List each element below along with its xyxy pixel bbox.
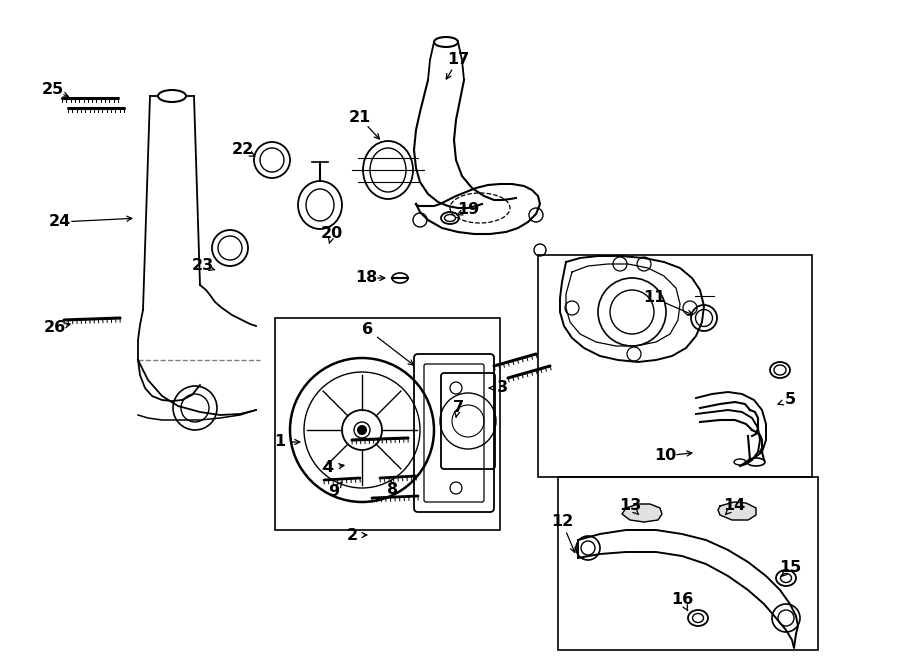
Text: 18: 18 — [355, 270, 377, 286]
Text: 7: 7 — [453, 401, 464, 416]
Polygon shape — [718, 502, 756, 520]
Text: 10: 10 — [654, 449, 676, 463]
Text: 26: 26 — [44, 321, 66, 336]
Bar — [275, 318, 500, 530]
Text: 25: 25 — [42, 83, 64, 98]
Text: 24: 24 — [49, 215, 71, 229]
Text: 5: 5 — [785, 393, 796, 407]
Text: 13: 13 — [619, 498, 641, 514]
Text: 20: 20 — [321, 227, 343, 241]
Text: 14: 14 — [723, 498, 745, 514]
Text: 12: 12 — [551, 514, 573, 529]
Text: 8: 8 — [387, 483, 399, 498]
Text: 3: 3 — [497, 381, 508, 395]
Polygon shape — [622, 504, 662, 522]
Text: 6: 6 — [363, 323, 374, 338]
FancyArrowPatch shape — [701, 418, 753, 450]
Text: 9: 9 — [328, 485, 339, 500]
Text: 16: 16 — [670, 592, 693, 607]
Text: 1: 1 — [274, 434, 285, 449]
Text: 22: 22 — [232, 143, 254, 157]
Text: 2: 2 — [346, 527, 357, 543]
Text: 19: 19 — [457, 202, 479, 217]
Text: 15: 15 — [778, 561, 801, 576]
Bar — [558, 477, 818, 650]
Text: 11: 11 — [643, 290, 665, 305]
Text: 17: 17 — [447, 52, 469, 67]
Text: 4: 4 — [322, 461, 334, 475]
Text: 21: 21 — [349, 110, 371, 126]
Text: 23: 23 — [192, 258, 214, 274]
Bar — [538, 255, 812, 477]
Circle shape — [357, 425, 367, 435]
